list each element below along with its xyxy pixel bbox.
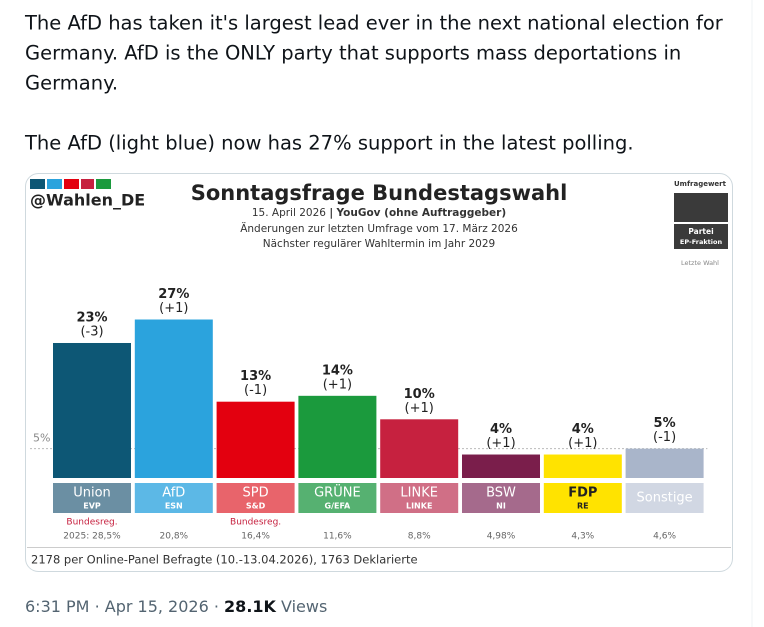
- separator: ·: [95, 597, 100, 616]
- party-name: SPD: [243, 486, 269, 501]
- party-name: LINKE: [400, 486, 438, 501]
- legend-box: [674, 193, 728, 222]
- logo-block: [96, 179, 111, 189]
- party-box: [462, 483, 540, 513]
- tweet-text: The AfD (light blue) now has 27% support…: [24, 132, 634, 155]
- change-label: (-1): [244, 383, 267, 398]
- value-label: 23%: [76, 310, 107, 325]
- party-name: GRÜNE: [314, 484, 361, 501]
- party-name: AfD: [162, 486, 185, 501]
- bar: [380, 419, 459, 478]
- bar: [216, 401, 295, 478]
- media-card[interactable]: @Wahlen_DE Sonntagsfrage Bundestagswahl …: [25, 173, 733, 572]
- bar: [53, 342, 131, 478]
- tweet-text: Germany.: [25, 72, 118, 95]
- government-label: Bundesreg.: [66, 518, 117, 528]
- threshold-label: 5%: [33, 432, 50, 445]
- bar: [134, 319, 213, 478]
- handle: @Wahlen_DE: [30, 191, 145, 210]
- logo-block: [30, 179, 45, 189]
- ep-group: G/EFA: [325, 502, 352, 511]
- value-label: 4%: [572, 422, 594, 437]
- logo-block: [64, 179, 79, 189]
- ep-group: ESN: [165, 502, 183, 511]
- legend-label: Letzte Wahl: [681, 259, 719, 267]
- poll-source: YouGov (ohne Auftraggeber): [336, 207, 507, 219]
- tweet-text: Germany. AfD is the ONLY party that supp…: [25, 42, 681, 65]
- logo: [30, 179, 111, 189]
- ep-group: EVP: [83, 502, 101, 511]
- legend: Umfragewert Partei EP-Fraktion Letzte Wa…: [674, 180, 728, 267]
- chart-title: Sonntagsfrage Bundestagswahl: [191, 181, 568, 205]
- party-box: [134, 483, 213, 513]
- bar: [462, 454, 540, 478]
- value-label: 13%: [240, 369, 271, 384]
- value-label: 14%: [322, 363, 353, 378]
- value-label: 4%: [490, 422, 512, 437]
- government-label: Bundesreg.: [230, 518, 281, 528]
- last-election-label: 4,6%: [653, 532, 676, 542]
- party-box: [543, 483, 622, 513]
- change-label: (+1): [323, 377, 352, 392]
- legend-label: Umfragewert: [674, 180, 727, 188]
- last-election-label: 16,4%: [241, 532, 270, 542]
- change-label: (-1): [653, 430, 676, 445]
- subtitle: 15. April 2026 | YouGov (ohne Auftraggeb…: [252, 207, 506, 219]
- bar: [298, 395, 377, 478]
- separator: ·: [214, 597, 219, 616]
- last-election-label: 8,8%: [408, 532, 431, 542]
- ep-group: NI: [496, 502, 506, 511]
- change-label: (-3): [80, 324, 103, 339]
- party-name: Sonstige: [637, 491, 693, 506]
- party-name: BSW: [486, 486, 516, 501]
- view-count: 28.1K: [224, 597, 276, 616]
- last-election-label: 11,6%: [323, 532, 352, 542]
- ep-group: LINKE: [406, 502, 432, 511]
- divider: |: [329, 207, 333, 219]
- ep-group: RE: [577, 502, 589, 511]
- logo-block: [81, 179, 94, 189]
- party-box: [216, 483, 295, 513]
- views-label: Views: [281, 597, 327, 616]
- value-label: 5%: [654, 416, 676, 431]
- poll-date: 15. April 2026: [252, 207, 326, 219]
- party-box: [625, 483, 704, 513]
- legend-label: Partei: [688, 227, 713, 236]
- change-label: (+1): [159, 301, 188, 316]
- last-election-label: 2025: 28,5%: [63, 532, 121, 542]
- last-election-label: 4,98%: [487, 532, 516, 542]
- ep-group: S&D: [246, 502, 266, 511]
- legend-label: EP-Fraktion: [680, 238, 723, 246]
- party-box: [298, 483, 377, 513]
- tweet-text: The AfD has taken it's largest lead ever…: [24, 12, 724, 35]
- party-box: [380, 483, 459, 513]
- source-note: 2178 per Online-Panel Befragte (10.-13.0…: [31, 553, 418, 567]
- last-election-label: 20,8%: [160, 532, 189, 542]
- legend-box: [674, 224, 728, 249]
- change-label: (+1): [405, 401, 434, 416]
- change-label: (+1): [486, 436, 515, 451]
- timestamp[interactable]: 6:31 PM · Apr 15, 2026 · 28.1K Views: [25, 597, 327, 616]
- subtitle: Änderungen zur letzten Umfrage vom 17. M…: [240, 222, 518, 235]
- bar: [543, 454, 622, 478]
- last-election-label: 4,3%: [571, 532, 594, 542]
- bar: [625, 448, 704, 478]
- time: 6:31 PM: [25, 597, 89, 616]
- party-box: [53, 483, 131, 513]
- logo-block: [47, 179, 62, 189]
- change-label: (+1): [568, 436, 597, 451]
- value-label: 27%: [158, 287, 189, 302]
- value-label: 10%: [404, 387, 435, 402]
- party-name: Union: [73, 486, 111, 501]
- date: Apr 15, 2026: [105, 597, 209, 616]
- subtitle: Nächster regulärer Wahltermin im Jahr 20…: [263, 238, 495, 250]
- party-name: FDP: [568, 486, 597, 501]
